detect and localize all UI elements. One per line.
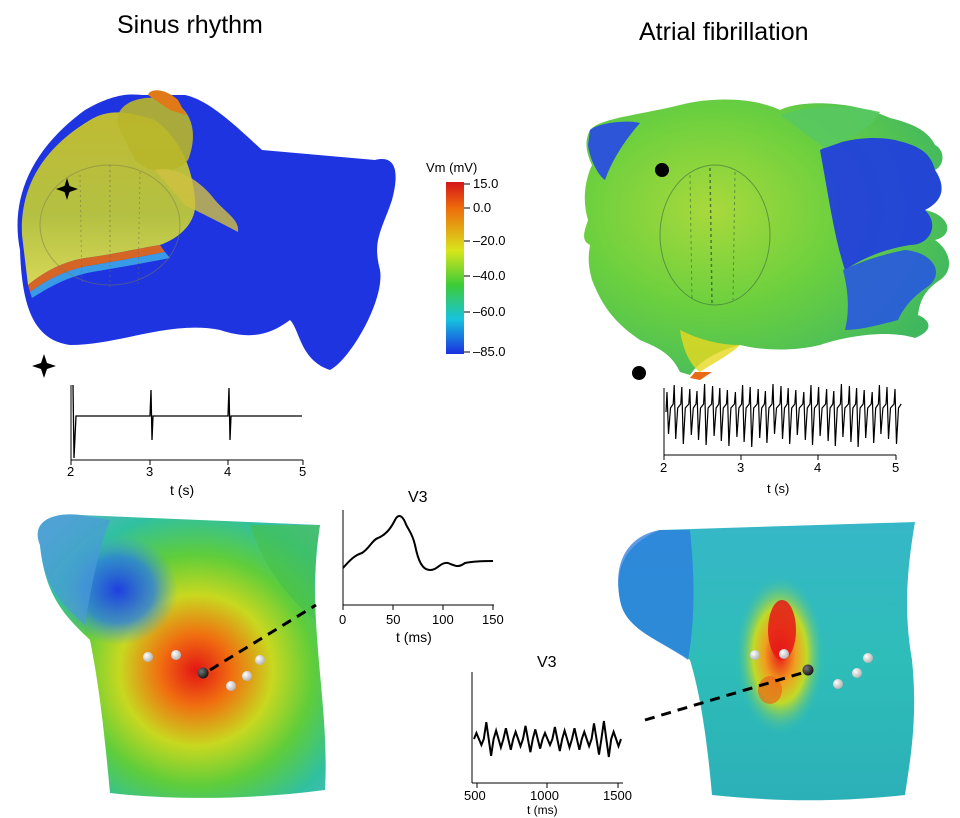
dot-marker-trace	[632, 366, 646, 380]
af-heart-model	[584, 99, 950, 380]
sinus-tick-label: 5	[299, 464, 307, 479]
colorbar-gradient	[446, 182, 464, 354]
v3-af-plot	[471, 672, 623, 788]
v3-sinus-tick: 150	[482, 612, 504, 627]
af-tick-label: 3	[737, 460, 745, 475]
sinus-trace-plot	[32, 354, 304, 465]
title-atrial-fibrillation: Atrial fibrillation	[639, 18, 809, 46]
sinus-tick-label: 2	[67, 464, 75, 479]
v3-af-tick: 500	[464, 788, 486, 803]
sinus-tick-label: 3	[146, 464, 154, 479]
v3-sinus-tick: 50	[386, 612, 401, 627]
colorbar-title: Vm (mV)	[426, 160, 478, 175]
torso-left	[37, 514, 326, 798]
colorbar-label: –20.0	[473, 233, 506, 248]
star-marker-on-heart	[56, 178, 78, 200]
v3-af-title: V3	[537, 654, 557, 671]
colorbar-label: –40.0	[473, 268, 506, 283]
af-xlabel: t (s)	[767, 481, 790, 496]
colorbar-label: –85.0	[473, 344, 506, 359]
electrode-v3-right	[802, 664, 814, 676]
af-tick-label: 4	[814, 460, 822, 475]
star-marker-trace	[32, 354, 56, 378]
v3-sinus-plot	[342, 510, 494, 610]
v3-af-tick: 1000	[530, 788, 559, 803]
v3-sinus-tick: 100	[432, 612, 454, 627]
colorbar-label: 0.0	[473, 200, 492, 215]
colorbar-label: 15.0	[473, 176, 499, 191]
colorbar-label: –60.0	[473, 304, 506, 319]
dashed-connector-left	[209, 603, 317, 672]
electrode-v3-left	[197, 667, 209, 679]
v3-sinus-line	[342, 515, 494, 572]
sinus-xlabel: t (s)	[170, 482, 195, 498]
sinus-tick-label: 4	[224, 464, 232, 479]
v3-af-xlabel: t (ms)	[527, 803, 558, 817]
dot-marker-on-heart	[655, 163, 669, 177]
v3-af-tick: 1500	[603, 788, 632, 803]
v3-af-line	[473, 720, 622, 758]
dashed-connector-right	[644, 671, 803, 722]
colorbar	[446, 182, 470, 354]
v3-sinus-title: V3	[408, 489, 428, 506]
sinus-heart-model	[17, 90, 396, 370]
torso-right	[618, 522, 915, 801]
v3-sinus-tick: 0	[339, 612, 347, 627]
af-tick-label: 2	[660, 460, 668, 475]
af-trace-line	[665, 383, 902, 448]
af-tick-label: 5	[892, 460, 900, 475]
title-sinus-rhythm: Sinus rhythm	[117, 11, 263, 39]
af-trace-plot	[632, 366, 902, 460]
v3-sinus-xlabel: t (ms)	[396, 629, 432, 645]
sinus-trace-line	[72, 384, 302, 459]
